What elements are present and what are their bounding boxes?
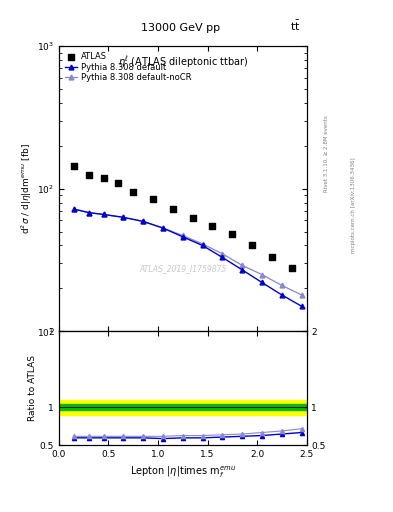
Pythia 8.308 default <box>240 267 244 273</box>
Text: $\eta^\ell$ (ATLAS dileptonic ttbar): $\eta^\ell$ (ATLAS dileptonic ttbar) <box>118 55 248 71</box>
ATLAS <box>229 230 235 238</box>
Line: Pythia 8.308 default-noCR: Pythia 8.308 default-noCR <box>72 207 304 297</box>
ATLAS <box>269 253 275 262</box>
ATLAS <box>115 179 121 187</box>
Pythia 8.308 default-noCR <box>220 251 225 257</box>
Pythia 8.308 default-noCR <box>161 225 165 231</box>
Y-axis label: Ratio to ATLAS: Ratio to ATLAS <box>28 355 37 421</box>
Text: mcplots.cern.ch [arXiv:1306.3436]: mcplots.cern.ch [arXiv:1306.3436] <box>351 157 356 252</box>
Pythia 8.308 default <box>260 280 264 286</box>
ATLAS <box>288 264 295 272</box>
Pythia 8.308 default <box>220 254 225 261</box>
Bar <box>59 400 307 415</box>
Legend: ATLAS, Pythia 8.308 default, Pythia 8.308 default-noCR: ATLAS, Pythia 8.308 default, Pythia 8.30… <box>63 50 193 84</box>
Pythia 8.308 default-noCR <box>121 214 126 220</box>
Pythia 8.308 default <box>72 206 76 212</box>
Y-axis label: d$^2\sigma$ / d|$\eta$|dm$^{emu}$ [fb]: d$^2\sigma$ / d|$\eta$|dm$^{emu}$ [fb] <box>20 143 34 234</box>
Text: ATLAS_2019_I1759875: ATLAS_2019_I1759875 <box>139 264 226 273</box>
ATLAS <box>71 162 77 170</box>
X-axis label: Lepton $|\eta|$times m$_f^{emu}$: Lepton $|\eta|$times m$_f^{emu}$ <box>130 465 236 480</box>
Pythia 8.308 default <box>180 234 185 240</box>
ATLAS <box>170 205 176 213</box>
Pythia 8.308 default <box>141 218 145 224</box>
ATLAS <box>209 222 216 230</box>
ATLAS <box>249 241 255 249</box>
ATLAS <box>130 188 136 196</box>
Pythia 8.308 default <box>200 242 205 248</box>
Pythia 8.308 default <box>299 303 304 309</box>
ATLAS <box>189 214 196 222</box>
Pythia 8.308 default-noCR <box>101 211 106 218</box>
Pythia 8.308 default-noCR <box>299 292 304 298</box>
Pythia 8.308 default <box>121 214 126 220</box>
Pythia 8.308 default-noCR <box>240 262 244 268</box>
Pythia 8.308 default <box>86 209 91 216</box>
Pythia 8.308 default-noCR <box>180 232 185 239</box>
Text: $\mathrm{t\bar{t}}$: $\mathrm{t\bar{t}}$ <box>290 19 301 33</box>
Pythia 8.308 default-noCR <box>260 271 264 278</box>
Pythia 8.308 default-noCR <box>141 218 145 224</box>
Pythia 8.308 default <box>161 225 165 231</box>
Text: Rivet 3.1.10, ≥ 2.8M events: Rivet 3.1.10, ≥ 2.8M events <box>324 115 329 192</box>
Text: 13000 GeV pp: 13000 GeV pp <box>141 23 220 33</box>
Pythia 8.308 default-noCR <box>279 282 284 288</box>
Pythia 8.308 default-noCR <box>72 206 76 212</box>
Pythia 8.308 default-noCR <box>86 209 91 216</box>
ATLAS <box>150 195 156 203</box>
ATLAS <box>86 171 92 179</box>
Pythia 8.308 default <box>101 211 106 218</box>
ATLAS <box>100 175 107 183</box>
Line: Pythia 8.308 default: Pythia 8.308 default <box>72 207 304 309</box>
Pythia 8.308 default-noCR <box>200 241 205 247</box>
Bar <box>59 404 307 411</box>
Pythia 8.308 default <box>279 292 284 298</box>
